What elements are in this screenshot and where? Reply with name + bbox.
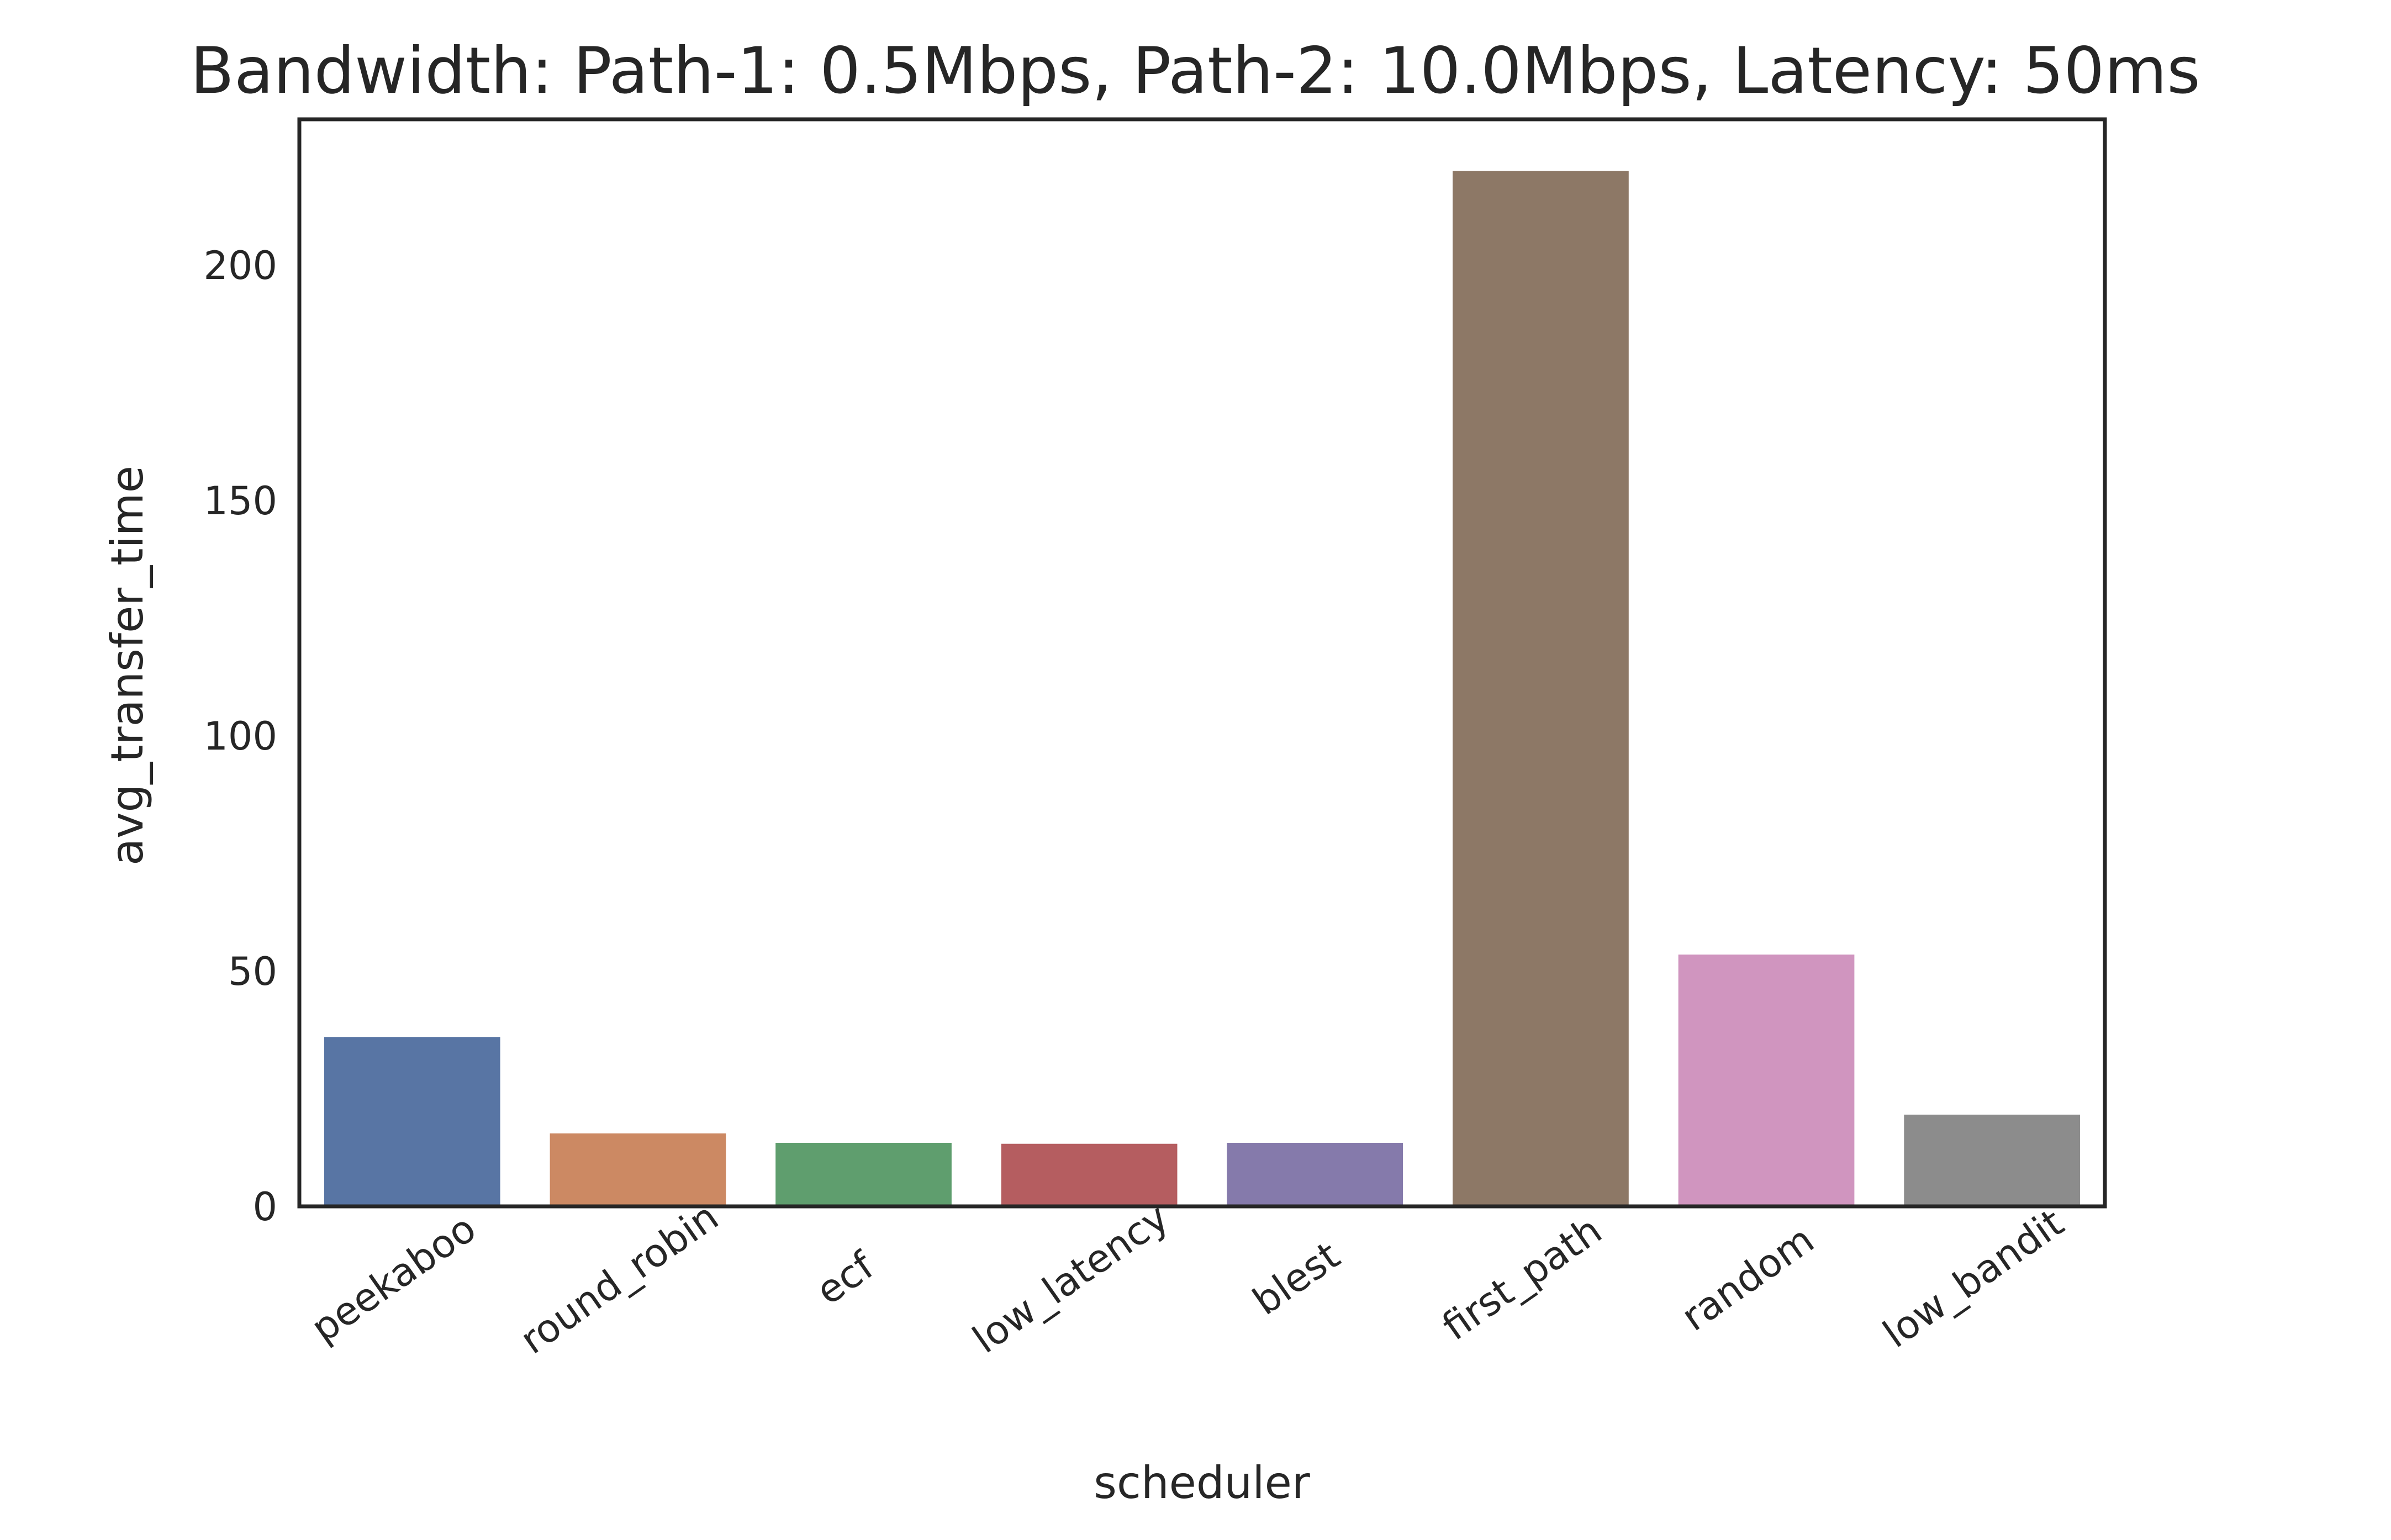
y-tick-label: 0 <box>252 1184 277 1230</box>
y-tick-label: 200 <box>203 243 277 288</box>
bar-blest <box>1227 1143 1403 1206</box>
x-tick-label: ecf <box>808 1243 883 1314</box>
bar-first-path <box>1453 171 1629 1207</box>
y-tick-label: 50 <box>228 949 277 994</box>
x-tick-label: low_bandit <box>1875 1200 2072 1357</box>
x-tick-label: first_path <box>1434 1207 1610 1349</box>
x-tick-label: peekaboo <box>303 1205 484 1351</box>
x-tick-label: random <box>1674 1217 1822 1340</box>
y-tick-label: 100 <box>203 714 277 759</box>
bar-low-bandit <box>1904 1114 2080 1206</box>
bar-low-latency <box>1001 1143 1178 1206</box>
chart-title: Bandwidth: Path-1: 0.5Mbps, Path-2: 10.0… <box>190 34 2200 108</box>
plot-frame <box>297 117 2107 1209</box>
x-tick-label: round_robin <box>512 1194 726 1363</box>
y-tick-label: 150 <box>203 478 277 524</box>
x-tick-label: low_latency <box>964 1195 1176 1362</box>
plot-area: peekaboo round_robin ecf low_latency blest fi… <box>203 117 2107 1363</box>
bar-random <box>1678 954 1855 1206</box>
x-tick-label: blest <box>1245 1233 1348 1324</box>
bar-round-robin <box>550 1133 726 1206</box>
y-axis-label: avg_transfer_time <box>102 466 153 866</box>
x-axis-label: scheduler <box>1094 1457 1310 1509</box>
bar-ecf <box>775 1143 952 1206</box>
bar-peekaboo <box>324 1037 500 1206</box>
